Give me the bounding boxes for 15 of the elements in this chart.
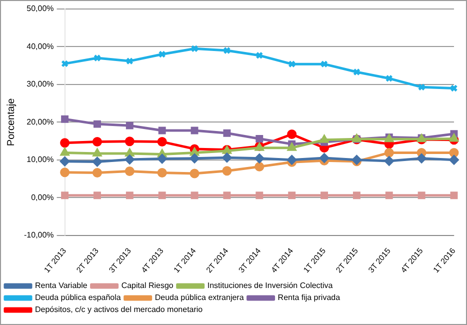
legend-label: Deuda pública extranjera	[154, 293, 244, 302]
y-axis-title: Porcentaje	[6, 98, 17, 146]
y-tick-label: 40,00%	[26, 42, 54, 51]
legend-label: Depósitos, c/c y activos del mercado monetario	[35, 305, 204, 314]
y-tick-label: 30,00%	[26, 80, 54, 89]
y-tick-label: 20,00%	[26, 117, 54, 126]
legend-label: Capital Riesgo	[121, 281, 174, 290]
legend-label: Renta Variable	[35, 281, 88, 290]
y-tick-label: 50,00%	[26, 4, 54, 14]
y-tick-label: -10,00%	[24, 230, 54, 240]
legend-label: Instituciones de Inversión Colectiva	[207, 281, 334, 290]
legend-label: Renta fija privada	[278, 293, 341, 302]
legend-label: Deuda pública española	[35, 293, 122, 302]
y-tick-label: 10,00%	[26, 155, 54, 164]
y-tick-label: 0,00%	[31, 192, 54, 202]
